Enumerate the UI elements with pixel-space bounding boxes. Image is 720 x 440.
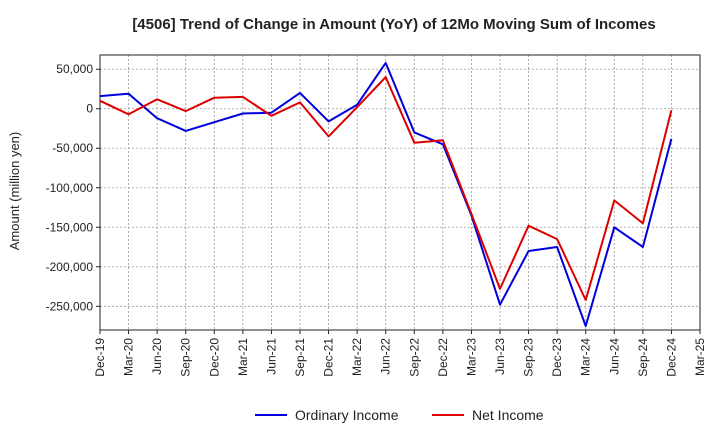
x-tick-label: Jun-20 — [150, 338, 164, 375]
y-tick-label: 50,000 — [56, 62, 93, 76]
y-axis: 50,000 0 -50,000 -100,000 -150,000 -200,000 -2… — [46, 62, 100, 313]
plot-border — [99, 54, 701, 331]
y-tick-label: -150,000 — [46, 220, 94, 234]
x-tick-label: Sep-24 — [636, 338, 650, 377]
x-tick-label: Mar-22 — [350, 338, 364, 376]
x-tick-label: Jun-21 — [264, 338, 278, 375]
x-tick-label: Dec-20 — [207, 338, 221, 377]
grid — [99, 55, 701, 330]
y-tick-label: -50,000 — [52, 141, 93, 155]
x-tick-label: Dec-21 — [322, 338, 336, 377]
x-tick-label: Mar-24 — [579, 338, 593, 376]
x-tick-label: Jun-24 — [607, 338, 621, 375]
y-tick-label: -200,000 — [46, 260, 94, 274]
x-axis: Dec-19 Mar-20 Jun-20 Sep-20 Dec-20 Mar-21 Jun-… — [93, 330, 707, 377]
x-tick-label: Sep-23 — [522, 338, 536, 377]
x-tick-label: Jun-23 — [493, 338, 507, 375]
y-tick-label: -250,000 — [46, 299, 94, 313]
y-tick-label: 0 — [86, 102, 93, 116]
x-tick-label: Mar-21 — [236, 338, 250, 376]
x-tick-label: Sep-22 — [407, 338, 421, 377]
y-axis-label: Amount (million yen) — [7, 132, 22, 251]
x-tick-label: Mar-23 — [464, 338, 478, 376]
plot-frame — [99, 54, 701, 331]
x-tick-label: Sep-21 — [293, 338, 307, 377]
x-tick-label: Sep-20 — [179, 338, 193, 377]
x-tick-label: Mar-20 — [122, 338, 136, 376]
x-tick-label: Dec-23 — [550, 338, 564, 377]
net-income-line — [99, 76, 673, 301]
legend-label-ordinary-income: Ordinary Income — [295, 407, 399, 423]
x-tick-label: Mar-25 — [693, 338, 707, 376]
series-lines — [99, 61, 673, 327]
x-tick-label: Dec-19 — [93, 338, 107, 377]
y-tick-label: -100,000 — [46, 181, 94, 195]
x-tick-label: Jun-22 — [379, 338, 393, 375]
ordinary-income-line — [99, 61, 673, 327]
legend-label-net-income: Net Income — [472, 407, 544, 423]
chart-title: [4506] Trend of Change in Amount (YoY) o… — [132, 16, 655, 33]
legend: Ordinary Income Net Income — [255, 407, 544, 423]
x-tick-label: Dec-24 — [664, 338, 678, 377]
x-tick-label: Dec-22 — [436, 338, 450, 377]
